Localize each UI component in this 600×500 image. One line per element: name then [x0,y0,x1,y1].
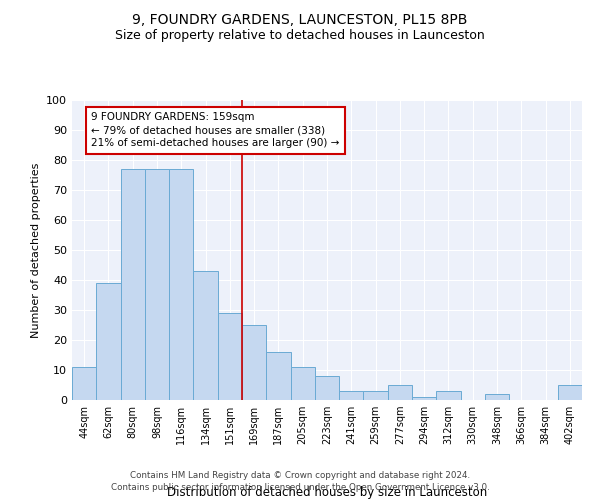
Bar [412,397,436,400]
Bar [121,169,145,400]
Bar [290,367,315,400]
Text: 9 FOUNDRY GARDENS: 159sqm
← 79% of detached houses are smaller (338)
21% of semi: 9 FOUNDRY GARDENS: 159sqm ← 79% of detac… [91,112,340,148]
Bar [339,391,364,400]
Bar [169,169,193,400]
Bar [485,394,509,400]
Bar [266,352,290,400]
Text: 9, FOUNDRY GARDENS, LAUNCESTON, PL15 8PB: 9, FOUNDRY GARDENS, LAUNCESTON, PL15 8PB [133,12,467,26]
Bar [558,385,582,400]
Bar [242,325,266,400]
Bar [388,385,412,400]
Bar [96,283,121,400]
Bar [145,169,169,400]
X-axis label: Distribution of detached houses by size in Launceston: Distribution of detached houses by size … [167,486,487,499]
Bar [364,391,388,400]
Bar [218,313,242,400]
Bar [436,391,461,400]
Text: Size of property relative to detached houses in Launceston: Size of property relative to detached ho… [115,29,485,42]
Bar [72,367,96,400]
Text: Contains HM Land Registry data © Crown copyright and database right 2024.
Contai: Contains HM Land Registry data © Crown c… [110,471,490,492]
Bar [193,271,218,400]
Y-axis label: Number of detached properties: Number of detached properties [31,162,41,338]
Bar [315,376,339,400]
